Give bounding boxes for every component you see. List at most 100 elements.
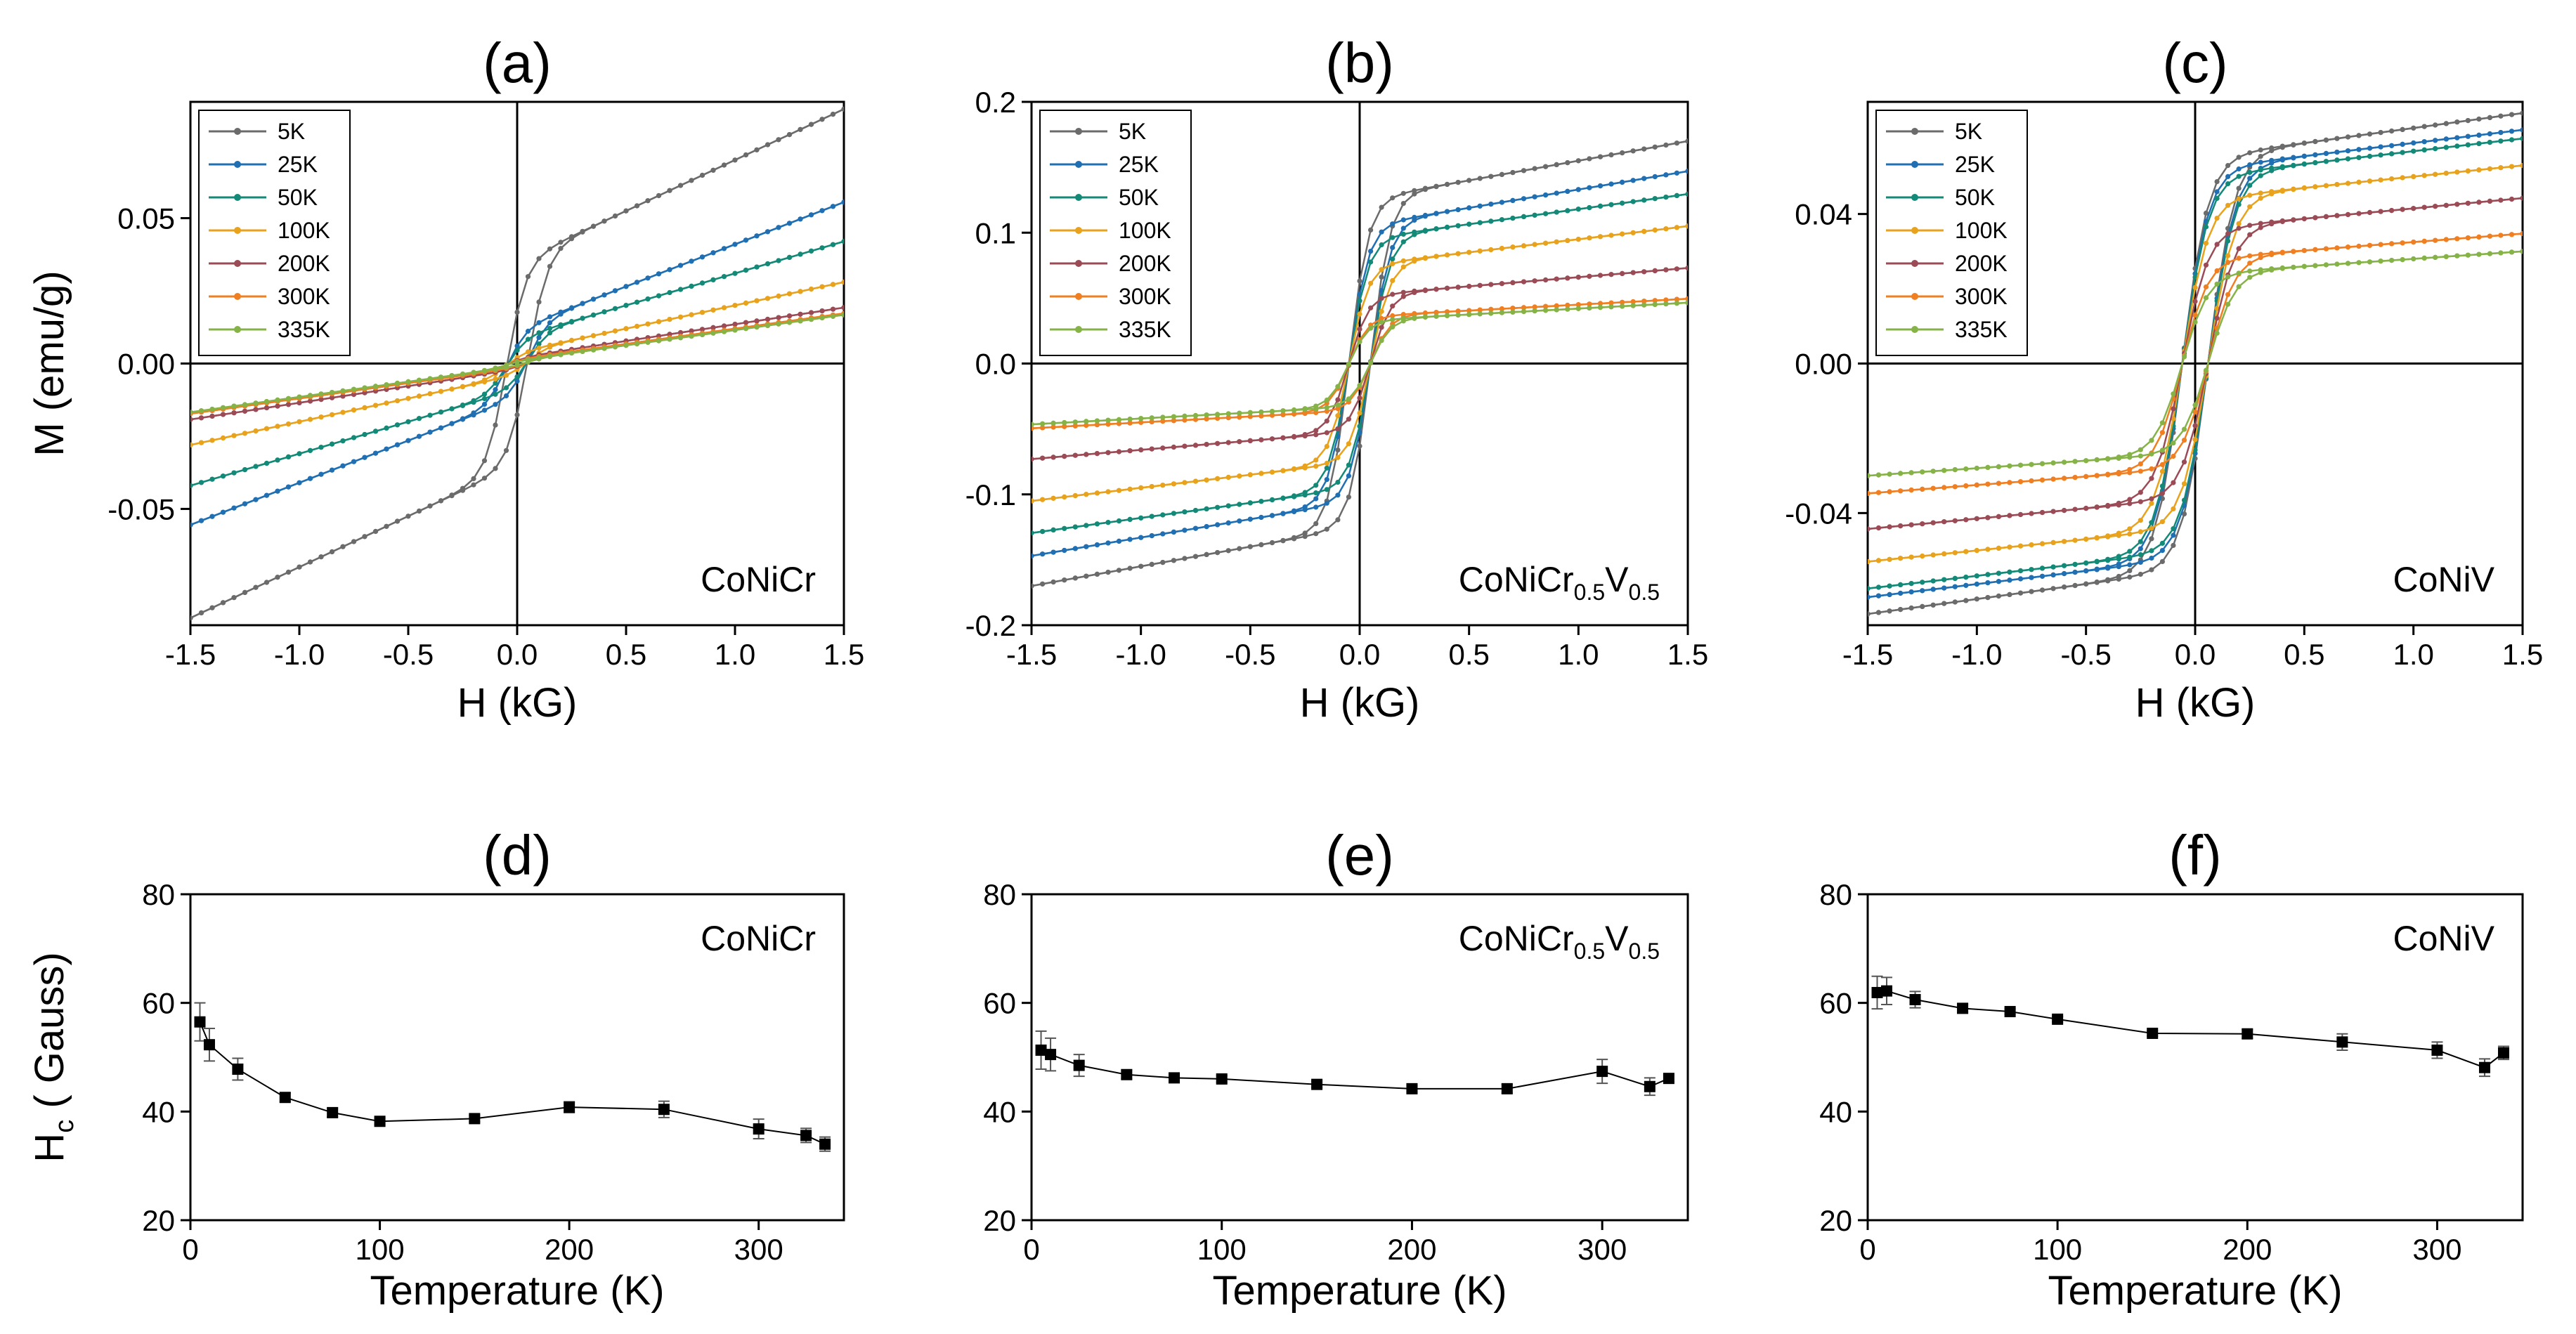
- data-point: [612, 328, 618, 334]
- data-point: [1412, 191, 1417, 197]
- data-point: [1215, 412, 1221, 417]
- data-point: [2345, 261, 2351, 266]
- data-point: [1040, 497, 1046, 502]
- data-point: [1062, 577, 1067, 583]
- data-point: [2149, 451, 2154, 457]
- data-point: [1985, 515, 1991, 521]
- x-tick-label: 1.5: [1667, 638, 1708, 671]
- data-point: [1390, 261, 1396, 267]
- data-point: [2094, 535, 2100, 541]
- data-point: [1149, 415, 1154, 421]
- data-point: [2454, 135, 2460, 140]
- data-point: [786, 221, 793, 226]
- data-point: [1390, 303, 1396, 309]
- data-point: [2247, 261, 2253, 266]
- data-point: [786, 291, 793, 296]
- data-point: [405, 438, 411, 443]
- data-point: [1032, 553, 1034, 558]
- data-point: [1444, 285, 1450, 291]
- data-point: [2356, 155, 2362, 160]
- data-point: [362, 534, 367, 540]
- data-point: [2127, 574, 2133, 580]
- data-point: [1868, 558, 1871, 565]
- data-point: [1532, 212, 1537, 218]
- data-point: [493, 376, 498, 382]
- x-tick-label: 1.5: [2502, 638, 2543, 671]
- data-point: [1062, 525, 1067, 531]
- legend-label: 50K: [1119, 185, 1159, 210]
- data-point: [1455, 207, 1461, 213]
- data-point: [1127, 565, 1133, 571]
- data-point: [1930, 552, 1936, 558]
- data-point: [2192, 285, 2198, 290]
- data-point: [329, 441, 335, 447]
- data-point: [2498, 138, 2504, 144]
- data-point: [2017, 576, 2024, 582]
- data-point: [1868, 594, 1871, 600]
- data-point: [2312, 215, 2318, 221]
- data-point: [2367, 259, 2373, 265]
- data-point: [677, 329, 684, 336]
- data-point: [2116, 455, 2121, 462]
- data-point: [2301, 185, 2307, 191]
- data-point: [547, 263, 553, 269]
- data-point: [2433, 122, 2438, 128]
- data-point: [623, 343, 629, 348]
- data-point: [1335, 479, 1341, 485]
- data-point: [830, 306, 836, 312]
- data-point: [2345, 148, 2351, 154]
- data-point: [1620, 303, 1625, 309]
- data-point: [1685, 169, 1688, 174]
- data-point: [1543, 303, 1549, 309]
- data-point: [710, 167, 716, 173]
- data-point: [2192, 319, 2198, 325]
- data-point: [1406, 1083, 1418, 1094]
- data-point: [2050, 586, 2056, 591]
- data-point: [1215, 550, 1221, 556]
- data-point: [1280, 495, 1286, 502]
- data-point: [1313, 483, 1319, 488]
- data-point: [1116, 538, 1122, 544]
- data-point: [634, 341, 640, 347]
- data-point: [1898, 590, 1904, 596]
- data-point: [1974, 581, 1979, 587]
- data-point: [1215, 504, 1221, 510]
- data-point: [2007, 544, 2012, 550]
- data-point: [547, 354, 553, 360]
- data-point: [721, 162, 727, 168]
- data-point: [297, 419, 302, 424]
- data-point: [1127, 417, 1133, 422]
- y-tick-label: 60: [1819, 987, 1852, 1020]
- data-point: [623, 208, 629, 214]
- data-point: [558, 341, 564, 346]
- data-point: [1920, 588, 1925, 594]
- data-point: [198, 480, 204, 485]
- data-point: [1368, 360, 1374, 366]
- y-tick-label: 20: [983, 1204, 1016, 1237]
- data-point: [503, 447, 509, 453]
- data-point: [765, 142, 771, 148]
- data-point: [2159, 420, 2165, 426]
- data-point: [547, 314, 553, 320]
- series-200K: [1868, 195, 2523, 532]
- data-point: [1433, 313, 1439, 319]
- data-point: [2138, 539, 2143, 544]
- data-point: [2487, 166, 2492, 171]
- y-tick-label: 80: [983, 878, 1016, 911]
- data-point: [1225, 548, 1231, 554]
- series-100K: [190, 280, 844, 447]
- data-point: [2356, 133, 2362, 138]
- data-point: [2127, 455, 2133, 460]
- data-point: [1182, 443, 1188, 449]
- data-point: [2149, 548, 2154, 554]
- data-point: [1116, 568, 1122, 573]
- data-point: [449, 386, 455, 392]
- data-point: [1565, 237, 1570, 243]
- data-point: [1105, 450, 1111, 455]
- data-point: [1390, 292, 1396, 297]
- data-point: [1554, 162, 1559, 167]
- legend-label: 100K: [278, 218, 330, 243]
- data-point: [1908, 581, 1914, 587]
- data-point: [2159, 558, 2165, 565]
- data-point: [394, 422, 401, 428]
